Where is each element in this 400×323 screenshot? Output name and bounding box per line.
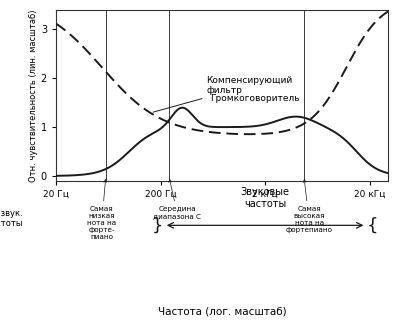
Text: Середина
диапазона С: Середина диапазона С [153,180,201,219]
Text: Самая
высокая
нота на
фортепиано: Самая высокая нота на фортепиано [286,180,332,233]
Text: Компенсирующий
фильтр: Компенсирующий фильтр [153,76,293,112]
Text: Звуковые
частоты: Звуковые частоты [240,187,290,209]
Text: Инфразвук.
частоты: Инфразвук. частоты [0,209,23,228]
Text: }: } [152,216,163,234]
Text: Громкоговоритель: Громкоговоритель [210,94,300,103]
Text: Частота (лог. масштаб): Частота (лог. масштаб) [158,306,286,316]
Text: {: { [367,216,379,234]
Y-axis label: Отн. чувствительность (лин. масштаб): Отн. чувствительность (лин. масштаб) [29,9,38,182]
Text: Самая
низкая
нота на
форте-
пиано: Самая низкая нота на форте- пиано [87,180,116,240]
